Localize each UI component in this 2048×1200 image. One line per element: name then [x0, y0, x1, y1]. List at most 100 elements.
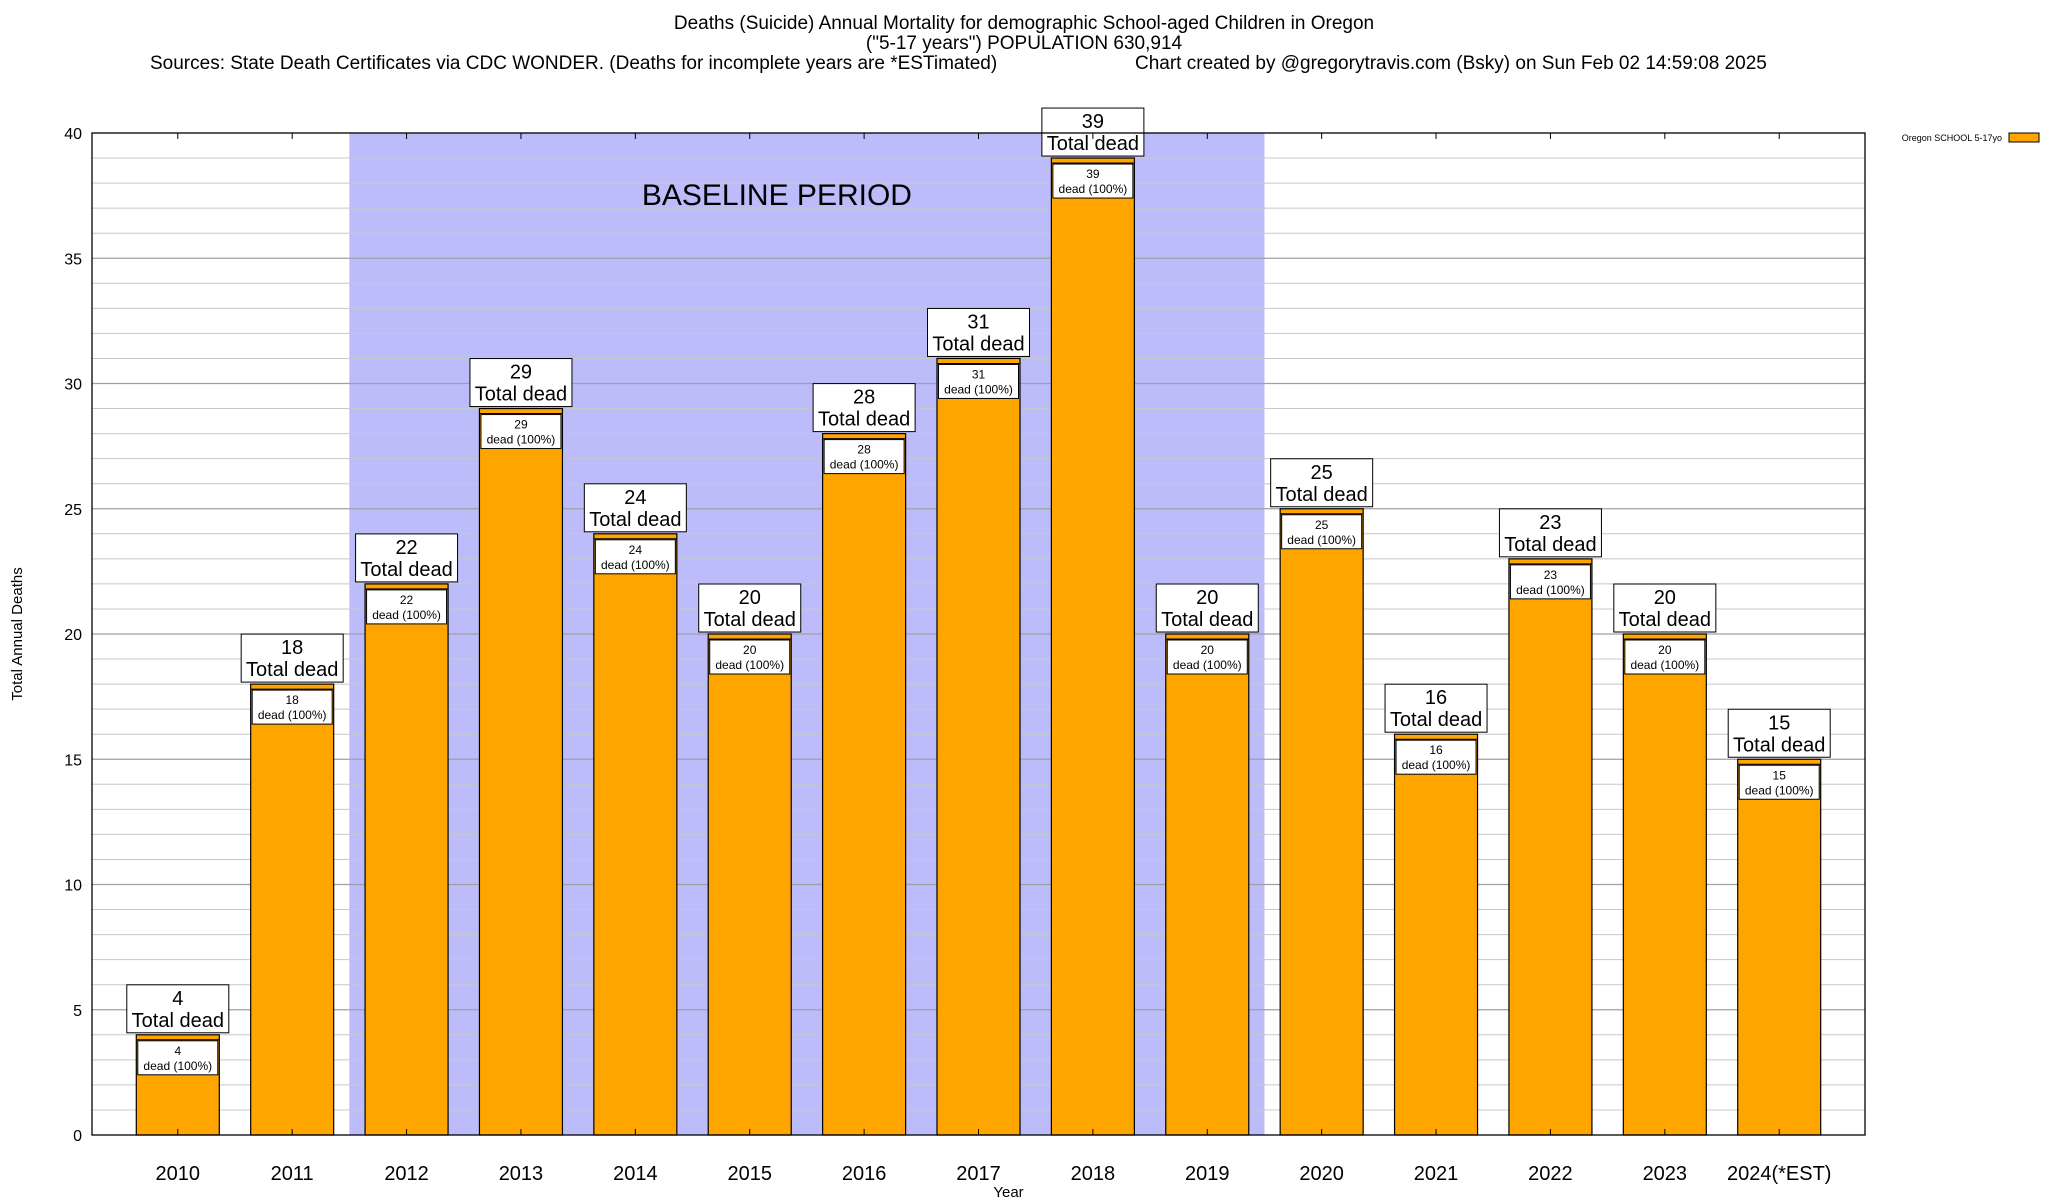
baseline-period-label: BASELINE PERIOD — [642, 179, 912, 212]
bar-inner-label-box — [594, 539, 676, 575]
bar-inner-value-label: 4 — [174, 1044, 181, 1058]
bar-inner-value-label: 20 — [743, 643, 757, 657]
bar-inner-label-box — [137, 1040, 219, 1076]
bar-inner-value-label: 25 — [1315, 518, 1329, 532]
bar-inner-value-label: 23 — [1544, 568, 1558, 582]
bar — [1737, 758, 1822, 1136]
bar-total-value-label: 23 — [1539, 512, 1561, 534]
bar-inner-value-label: 18 — [285, 693, 299, 707]
bar-inner-percent-label: dead (100%) — [1516, 583, 1585, 597]
bar — [822, 433, 907, 1136]
bar-total-text-label: Total dead — [1390, 709, 1482, 731]
bar-inner-label-box — [1624, 639, 1706, 675]
bar-total-label-box — [698, 583, 802, 633]
bar-total-label-box — [927, 307, 1030, 357]
bar-total-value-label: 15 — [1768, 712, 1790, 734]
bar-total-label-box — [126, 984, 230, 1034]
bar-total-label-box — [1613, 583, 1717, 633]
bar-total-value-label: 31 — [967, 311, 989, 333]
bar-inner-percent-label: dead (100%) — [1287, 533, 1356, 547]
plot-border — [91, 132, 1866, 1136]
bar-total-label-box — [1727, 708, 1831, 758]
bar — [478, 407, 564, 1136]
x-tick-label: 2021 — [1414, 1163, 1459, 1185]
bar-total-label-box — [1041, 107, 1145, 157]
bar-total-value-label: 25 — [1311, 462, 1333, 484]
bar-inner-percent-label: dead (100%) — [1402, 758, 1471, 772]
legend-label: Oregon SCHOOL 5-17yo — [1902, 133, 2002, 143]
bar-inner-label-box — [251, 689, 333, 725]
bar-total-label-box — [1498, 508, 1602, 558]
bar-total-text-label: Total dead — [360, 559, 452, 581]
chart-title: Deaths (Suicide) Annual Mortality for de… — [673, 13, 1375, 34]
bar-inner-label-box — [1738, 764, 1820, 800]
bar-inner-percent-label: dead (100%) — [944, 382, 1013, 396]
bar-inner-value-label: 20 — [1201, 643, 1215, 657]
x-tick-label: 2013 — [499, 1163, 544, 1185]
bar-total-text-label: Total dead — [1619, 609, 1711, 631]
bar-total-text-label: Total dead — [246, 659, 338, 681]
bar-inner-percent-label: dead (100%) — [1059, 182, 1128, 196]
bar-total-text-label: Total dead — [1733, 734, 1825, 756]
y-tick-label: 35 — [64, 251, 82, 268]
chart-title-block: Deaths (Suicide) Annual Mortality for de… — [0, 14, 2048, 134]
x-tick-label: 2020 — [1299, 1163, 1344, 1185]
x-tick-label: 2022 — [1528, 1163, 1573, 1185]
bar-inner-value-label: 20 — [1658, 643, 1672, 657]
bar-inner-value-label: 31 — [972, 367, 986, 381]
bar — [364, 583, 449, 1136]
bar-total-text-label: Total dead — [1161, 609, 1253, 631]
bar — [593, 533, 678, 1136]
legend-swatch — [2008, 132, 2040, 143]
bar-inner-percent-label: dead (100%) — [1630, 658, 1699, 672]
bar-inner-percent-label: dead (100%) — [830, 458, 899, 472]
bar-inner-percent-label: dead (100%) — [258, 708, 327, 722]
bar-inner-label-box — [1166, 639, 1248, 675]
bar-total-value-label: 18 — [281, 637, 303, 659]
x-tick-label: 2010 — [156, 1163, 201, 1185]
bar — [1279, 508, 1364, 1136]
y-tick-label: 10 — [64, 878, 82, 895]
x-axis-label: Year — [993, 1184, 1023, 1200]
bar — [1393, 733, 1479, 1136]
bar-total-text-label: Total dead — [932, 333, 1024, 355]
bar-total-text-label: Total dead — [1276, 484, 1368, 506]
bar-inner-percent-label: dead (100%) — [143, 1059, 212, 1073]
bar-total-value-label: 20 — [739, 587, 761, 609]
bar-total-label-box — [1270, 458, 1374, 508]
bar-inner-percent-label: dead (100%) — [487, 433, 556, 447]
y-tick-label: 0 — [73, 1128, 82, 1145]
bar-total-label-box — [583, 483, 687, 533]
bar-inner-value-label: 39 — [1086, 167, 1100, 181]
bar-inner-percent-label: dead (100%) — [372, 608, 441, 622]
chart-subtitle: ("5-17 years") POPULATION 630,914 — [865, 33, 1183, 54]
bar-inner-value-label: 28 — [857, 443, 871, 457]
bar — [1508, 558, 1593, 1136]
bar-inner-label-box — [938, 363, 1019, 399]
bar-total-value-label: 4 — [172, 988, 183, 1010]
bar-total-text-label: Total dead — [1047, 133, 1139, 155]
x-tick-label: 2019 — [1185, 1163, 1230, 1185]
bar-total-text-label: Total dead — [704, 609, 796, 631]
bar-inner-percent-label: dead (100%) — [1173, 658, 1242, 672]
x-tick-label: 2017 — [956, 1163, 1001, 1185]
bar-inner-label-box — [709, 639, 791, 675]
chart-meta-line: Sources: State Death Certificates via CD… — [0, 54, 2048, 134]
chart-sources: Sources: State Death Certificates via CD… — [150, 53, 998, 74]
bar-total-value-label: 28 — [853, 387, 875, 409]
bar — [250, 683, 335, 1136]
bar-inner-label-box — [1052, 163, 1134, 199]
bar-inner-label-box — [823, 439, 905, 475]
x-tick-label: 2016 — [842, 1163, 887, 1185]
bar-inner-label-box — [366, 589, 448, 625]
bar-inner-value-label: 15 — [1773, 768, 1787, 782]
bar-inner-percent-label: dead (100%) — [1745, 783, 1814, 797]
bar-total-label-box — [1155, 583, 1259, 633]
y-tick-label: 30 — [64, 377, 82, 394]
bar-total-value-label: 24 — [624, 487, 646, 509]
bar-total-label-box — [1384, 683, 1488, 733]
bar-total-value-label: 20 — [1654, 587, 1676, 609]
bar-total-value-label: 20 — [1196, 587, 1218, 609]
x-tick-label: 2014 — [613, 1163, 658, 1185]
